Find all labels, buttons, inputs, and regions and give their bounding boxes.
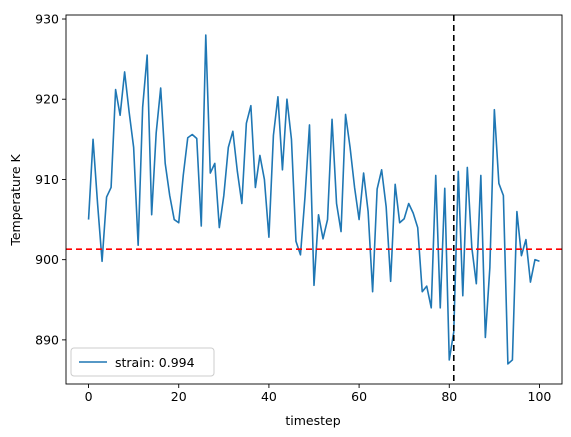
x-axis-label: timestep: [285, 413, 340, 428]
x-tick-label: 0: [85, 389, 93, 404]
y-tick-label: 930: [35, 12, 59, 27]
y-tick-label: 900: [35, 252, 59, 267]
axes-frame: [65, 14, 563, 385]
series-line: [87, 34, 540, 365]
legend-label: strain: 0.994: [115, 355, 195, 370]
axes: 0 20 40 60 80 100 890 900 910 920 930: [35, 12, 563, 404]
y-tick-label: 920: [35, 92, 59, 107]
x-tick-label: 40: [261, 389, 277, 404]
x-tick-label: 60: [351, 389, 367, 404]
x-tick-label: 100: [528, 389, 552, 404]
y-tick-label: 890: [35, 332, 59, 347]
y-tick-label: 910: [35, 172, 59, 187]
x-tick-label: 20: [171, 389, 187, 404]
legend: strain: 0.994: [70, 347, 215, 377]
x-tick-label: 80: [441, 389, 457, 404]
plot-area: [66, 15, 562, 384]
y-axis-label: Temperature K: [8, 154, 23, 247]
legend-frame: [70, 347, 215, 377]
